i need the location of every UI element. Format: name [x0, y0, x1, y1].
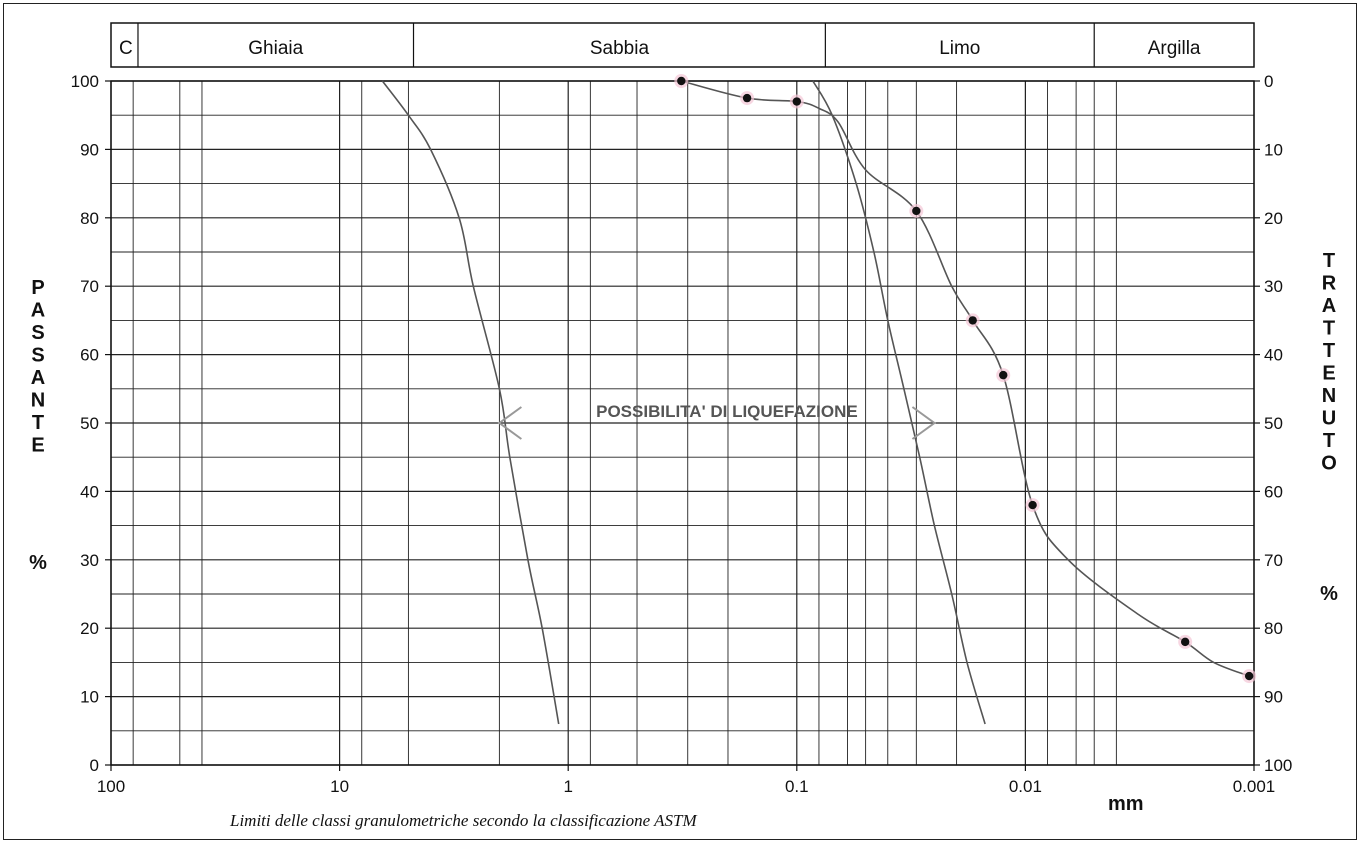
class-header: C Ghiaia Sabbia Limo Argilla — [110, 22, 1255, 68]
series-3-point — [1244, 671, 1254, 681]
axis-ticks: 0102030405060708090100100908070605040302… — [71, 72, 1293, 796]
y-left-tick-label: 40 — [80, 482, 99, 501]
y-right-tick-label: 30 — [1264, 277, 1283, 296]
y-right-label-letter: T — [1323, 340, 1335, 362]
x-tick-label: 0.01 — [1009, 777, 1042, 796]
y-left-label-letter: N — [31, 390, 45, 412]
annotation-arrow-right — [911, 406, 937, 440]
series-3-point — [912, 206, 921, 216]
y-right-label-letter: A — [1322, 295, 1336, 317]
y-right-tick-label: 50 — [1264, 414, 1283, 433]
y-left-unit: % — [29, 552, 47, 574]
x-tick-label: 0.1 — [785, 777, 809, 796]
y-left-label-letter: S — [31, 345, 44, 367]
y-right-label-letter: T — [1323, 318, 1335, 340]
y-left-label-letter: A — [31, 300, 45, 322]
class-label: Sabbia — [590, 38, 650, 59]
y-right-tick-label: 90 — [1264, 688, 1283, 707]
x-tick-label: 0.001 — [1233, 777, 1276, 796]
series-3-point — [968, 316, 977, 325]
y-left-tick-label: 20 — [80, 619, 99, 638]
y-left-tick-label: 80 — [80, 209, 99, 228]
class-label: Ghiaia — [248, 38, 303, 59]
y-left-label-letter: S — [31, 322, 44, 344]
y-right-tick-label: 10 — [1264, 140, 1283, 159]
y-right-tick-label: 20 — [1264, 209, 1283, 228]
series-3-point — [1028, 500, 1037, 510]
y-left-tick-label: 30 — [80, 551, 99, 570]
y-right-tick-label: 60 — [1264, 482, 1283, 501]
curves — [381, 74, 1257, 725]
x-unit-label: mm — [1108, 793, 1144, 815]
y-left-tick-label: 100 — [71, 72, 99, 91]
y-right-unit: % — [1320, 583, 1338, 605]
y-left-tick-label: 0 — [90, 756, 99, 775]
grid — [110, 80, 1255, 766]
series-1-line — [381, 80, 560, 725]
y-left-tick-label: 50 — [80, 414, 99, 433]
class-band-border — [110, 22, 1255, 68]
y-right-label-letter: O — [1321, 453, 1337, 475]
series-3-point — [792, 97, 801, 106]
class-label: C — [119, 38, 133, 59]
class-label: Argilla — [1148, 38, 1201, 59]
chart-frame: C Ghiaia Sabbia Limo Argilla 0 10 20 30 40 50 60 70… — [3, 3, 1357, 840]
series-3-point — [742, 93, 752, 103]
x-tick-label: 1 — [563, 777, 572, 796]
series-3-point — [1180, 637, 1190, 647]
y-right-label-letter: T — [1323, 430, 1335, 452]
y-right-tick-label: 0 — [1264, 72, 1273, 91]
y-left-tick-label: 70 — [80, 277, 99, 296]
y-right-label-letter: E — [1322, 363, 1335, 385]
y-right-tick-label: 70 — [1264, 551, 1283, 570]
y-left-label-letter: T — [32, 412, 44, 434]
y-left-tick-label: 10 — [80, 688, 99, 707]
annotation-text: POSSIBILITA' DI LIQUEFAZIONE — [596, 402, 858, 421]
y-right-label-letter: N — [1322, 385, 1336, 407]
y-right-tick-label: 100 — [1264, 756, 1292, 775]
y-right-tick-label: 40 — [1264, 346, 1283, 365]
y-right-label-letter: U — [1322, 408, 1336, 430]
granulometric-chart: C Ghiaia Sabbia Limo Argilla 010203040506070… — [29, 22, 1338, 830]
y-left-label-letter: A — [31, 367, 45, 389]
y-right-label-letter: T — [1323, 250, 1335, 272]
y-right-tick-label: 80 — [1264, 619, 1283, 638]
annotation: POSSIBILITA' DI LIQUEFAZIONE — [497, 402, 937, 440]
y-right-label-letter: R — [1322, 273, 1337, 295]
y-left-tick-label: 90 — [80, 140, 99, 159]
series-3-point — [999, 370, 1008, 380]
y-left-label-letter: E — [31, 435, 44, 457]
annotation-arrow-left — [497, 406, 522, 440]
x-tick-label: 100 — [97, 777, 125, 796]
class-label: Limo — [939, 38, 980, 59]
series-2-line — [812, 80, 986, 725]
series-3-line — [681, 80, 1250, 677]
chart-caption: Limiti delle classi granulometriche seco… — [229, 811, 698, 830]
y-left-tick-label: 60 — [80, 346, 99, 365]
y-left-label-letter: P — [31, 277, 44, 299]
series-3-point — [677, 76, 686, 86]
x-tick-label: 10 — [330, 777, 349, 796]
